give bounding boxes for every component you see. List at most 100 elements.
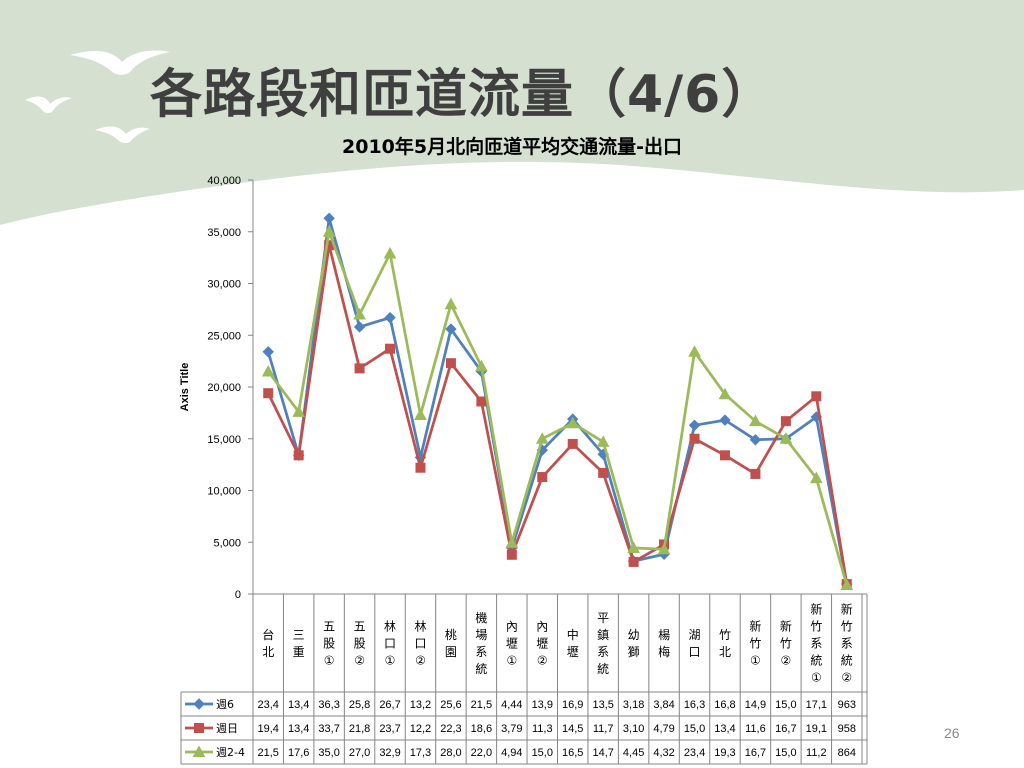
x-category-label: 系 [475,645,487,659]
x-category-label: 統 [841,654,853,668]
table-value: 32,9 [379,747,400,759]
x-category-label: ② [415,654,426,668]
table-value: 36,3 [318,699,339,711]
y-tick-label: 15,000 [207,434,241,446]
y-tick-label: 25,000 [207,330,241,342]
table-value: 15,0 [775,747,796,759]
table-value: 4,79 [653,723,674,735]
y-tick-label: 30,000 [207,279,241,291]
background-wave [0,0,1024,225]
slide-title: 各路段和匝道流量（4/6） [150,65,775,125]
data-point [445,358,456,369]
table-value: 21,5 [471,699,492,711]
table-value: 958 [838,723,856,735]
table-value: 4,44 [501,699,522,711]
data-point [809,471,823,484]
data-point [476,396,487,407]
table-value: 13,4 [288,723,309,735]
data-point [261,364,275,377]
data-point [840,578,854,591]
table-value: 19,4 [258,723,279,735]
legend-label: 週6 [216,698,234,711]
data-point [535,432,549,444]
table-value: 17,1 [806,699,827,711]
x-category-label: 園 [445,645,457,659]
table-value: 11,6 [745,723,766,735]
table-value: 15,0 [684,723,705,735]
x-category-label: ① [324,654,335,668]
table-value: 16,5 [562,747,583,759]
table-value: 28,0 [440,747,461,759]
data-point [749,434,762,446]
y-tick-label: 20,000 [207,382,241,394]
y-axis-title: Axis Title [179,363,191,412]
x-category-label: 口 [689,645,701,659]
series-line-1 [266,216,849,585]
data-point [689,433,700,444]
table-value: 19,3 [714,747,735,759]
table-value: 25,6 [440,699,461,711]
table-value: 35,0 [318,747,339,759]
chart-title: 2010年5月北向匝道平均交通流量-出口 [342,136,682,158]
x-category-label: 北 [262,645,274,659]
table-value: 14,9 [745,699,766,711]
x-category-label: 新 [810,602,822,617]
table-value: 4,32 [653,747,674,759]
data-point [596,435,610,447]
data-point [719,450,730,461]
data-point [750,468,761,479]
x-category-label: ② [780,654,791,668]
table-value: 14,7 [592,747,613,759]
table-value: 16,8 [714,699,735,711]
x-category-label: 北 [719,645,731,659]
x-category-label: 新 [841,602,853,617]
x-category-label: 三 [293,628,305,642]
x-category-label: 鎮 [597,627,609,642]
data-point [537,472,548,483]
data-point [383,246,397,259]
x-category-label: 五 [354,620,366,634]
series-line-2 [266,243,849,585]
y-tick-label: 40,000 [207,175,241,187]
x-category-label: ① [506,654,517,668]
table-value: 18,6 [471,723,492,735]
table-value: 22,3 [440,723,461,735]
data-point [657,542,671,555]
x-category-label: 新 [780,619,792,634]
table-value: 4,45 [623,747,644,759]
x-category-label: ① [750,654,761,668]
x-category-label: 平 [597,611,609,625]
table-value: 864 [838,747,856,759]
y-tick-label: 5,000 [213,537,241,549]
table-value: 26,7 [379,699,400,711]
data-point [263,388,274,399]
x-category-label: 壢 [567,644,579,659]
data-point [262,346,274,358]
x-category-label: 中 [567,627,579,642]
data-point [414,408,427,420]
data-point [323,212,335,225]
x-category-label: 竹 [841,620,853,634]
x-category-label: ① [385,654,396,668]
data-point [505,536,519,548]
legend-label: 週2-4 [216,746,245,759]
data-point [322,225,336,237]
table-value: 15,0 [775,699,796,711]
data-point [567,438,578,449]
table-value: 13,4 [288,699,309,711]
data-point [811,391,822,402]
data-point [506,549,517,560]
x-category-label: 壢 [506,636,518,651]
page-number: 26 [944,725,960,741]
table-value: 11,3 [532,723,553,735]
data-point [566,416,580,429]
table-value: 25,8 [349,699,370,711]
x-category-label: 系 [597,645,609,659]
x-category-label: 壢 [536,636,548,651]
table-value: 13,4 [714,723,735,735]
data-point [780,416,791,427]
x-category-label: 口 [414,637,426,651]
table-value: 22,0 [471,747,492,759]
x-category-label: ② [841,671,852,685]
